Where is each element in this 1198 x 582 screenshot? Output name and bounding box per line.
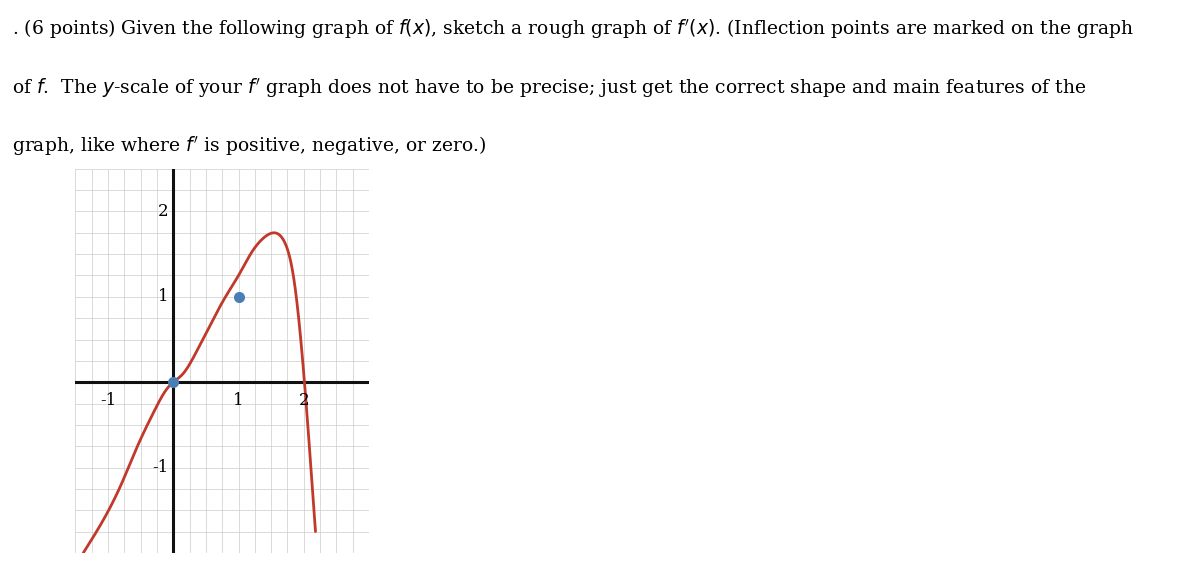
Text: graph, like where $f'$ is positive, negative, or zero.): graph, like where $f'$ is positive, nega… — [12, 134, 486, 158]
Text: . (6 points) Given the following graph of $f(x)$, sketch a rough graph of $f'(x): . (6 points) Given the following graph o… — [12, 17, 1135, 41]
Text: 2: 2 — [157, 203, 168, 220]
Text: 1: 1 — [157, 288, 168, 306]
Text: 1: 1 — [234, 392, 244, 409]
Text: 2: 2 — [298, 392, 309, 409]
Text: -1: -1 — [99, 392, 116, 409]
Text: of $f$.  The $y$-scale of your $f'$ graph does not have to be precise; just get : of $f$. The $y$-scale of your $f'$ graph… — [12, 76, 1087, 100]
Text: -1: -1 — [152, 459, 168, 476]
